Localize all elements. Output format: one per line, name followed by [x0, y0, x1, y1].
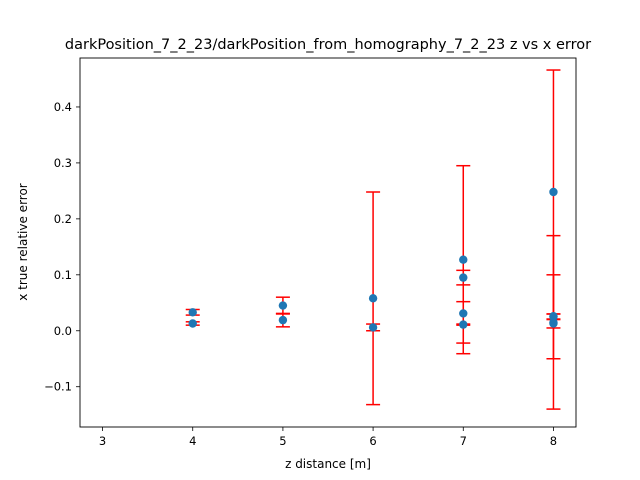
x-tick-label: 7: [460, 434, 467, 448]
x-tick-label: 4: [189, 434, 196, 448]
data-point: [459, 273, 468, 282]
data-point: [278, 301, 288, 310]
data-point: [459, 309, 468, 318]
x-tick-label: 6: [369, 434, 376, 448]
x-axis-label: z distance [m]: [285, 457, 371, 471]
x-tick-label: 3: [99, 434, 106, 448]
data-points: [188, 187, 558, 332]
x-axis: 3 4 5 6 7 8: [99, 427, 557, 448]
data-point: [549, 187, 558, 197]
chart-title: darkPosition_7_2_23/darkPosition_from_ho…: [65, 37, 591, 53]
y-tick-label: −0.1: [44, 380, 72, 394]
data-point: [188, 308, 197, 317]
data-point: [368, 294, 378, 303]
y-axis-label: x true relative error: [16, 183, 30, 301]
x-tick-label: 8: [550, 434, 557, 448]
y-axis: −0.1 0.0 0.1 0.2 0.3 0.4: [44, 100, 80, 394]
x-tick-label: 5: [279, 434, 286, 448]
data-point: [459, 255, 468, 264]
axes-frame: [79, 57, 577, 428]
data-point: [549, 312, 558, 321]
plot-area: 3 4 5 6 7 8 −0.1 0.0 0.1 0.2 0.3 0.4: [44, 57, 577, 448]
y-tick-label: 0.3: [54, 156, 72, 170]
y-tick-label: 0.1: [54, 268, 72, 282]
y-tick-label: 0.2: [54, 212, 72, 226]
data-point: [368, 323, 378, 332]
y-tick-label: 0.0: [54, 324, 72, 338]
data-point: [459, 320, 468, 329]
data-point: [549, 319, 558, 328]
y-tick-label: 0.4: [54, 100, 72, 114]
data-point: [278, 315, 288, 325]
data-point: [188, 319, 197, 328]
